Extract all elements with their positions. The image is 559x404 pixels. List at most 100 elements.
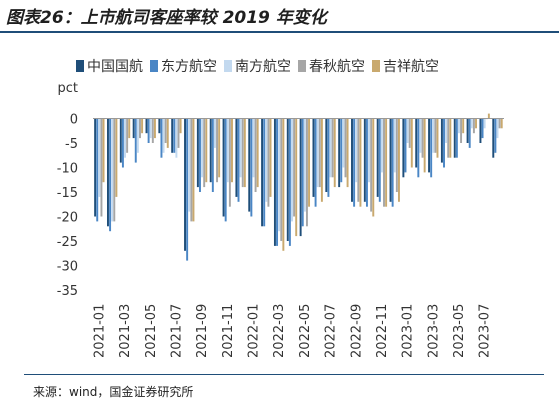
x-tick-label-13: 2023-03 [426,304,441,358]
bar-3-2 [136,118,139,153]
bar-28-1 [455,118,458,158]
bar-12-0 [248,118,251,212]
bar-0-0 [94,118,97,217]
bar-17-4 [320,118,323,202]
x-tick-label-8: 2022-05 [298,304,313,358]
bar-14-1 [276,118,279,246]
bar-20-0 [351,118,353,202]
bar-7-2 [188,118,191,212]
bar-27-1 [443,118,445,168]
y-tick-label-2: -10 [57,162,78,177]
bar-17-1 [314,118,317,207]
bar-4-4 [153,118,156,139]
bar-1-3 [113,118,116,222]
legend-swatch-4 [372,60,380,72]
bar-27-4 [449,118,452,158]
bar-19-2 [342,118,345,168]
bar-9-4 [218,118,221,178]
bar-16-2 [303,118,306,212]
bar-11-3 [241,118,244,188]
bar-11-0 [235,118,238,197]
bar-8-0 [196,118,199,188]
bar-30-0 [479,118,482,143]
bar-15-3 [293,118,296,217]
bar-0-4 [102,118,105,183]
bar-18-3 [331,118,334,178]
bar-10-3 [228,118,231,207]
bar-22-4 [385,118,388,207]
y-tick-label-3: -15 [57,186,78,201]
bar-14-0 [273,118,276,246]
x-tick-label-12: 2023-01 [401,304,416,358]
bar-11-2 [239,118,242,178]
title-rule [0,31,559,33]
bar-2-1 [121,118,124,168]
bar-31-2 [496,118,499,139]
bar-29-3 [472,118,475,134]
legend-swatch-1 [150,60,158,72]
bar-14-4 [282,118,285,251]
bar-23-3 [395,118,398,192]
x-tick-label-1: 2021-03 [118,304,133,358]
bar-18-0 [325,118,328,192]
bar-22-0 [376,118,379,197]
y-tick-label-7: -35 [57,284,78,299]
x-tick-label-15: 2023-07 [478,304,493,358]
bar-1-2 [111,118,114,222]
bar-30-1 [481,118,484,139]
bar-7-4 [192,118,195,222]
bar-16-0 [299,118,302,237]
bar-21-0 [363,118,366,202]
bar-chart: 中国国航 东方航空 南方航空 春秋航空 吉祥航空 pct 0 -5 -10 -15 -20 -25… [57,59,504,358]
bar-14-3 [280,118,283,241]
bar-4-1 [147,118,150,143]
y-axis-label: pct [58,81,79,96]
bar-10-2 [226,118,229,183]
bar-31-1 [494,118,497,153]
bar-18-4 [333,118,336,188]
bar-17-2 [316,118,319,188]
bar-12-3 [254,118,257,192]
legend-swatch-0 [76,60,84,72]
bar-15-4 [295,118,298,237]
bar-13-0 [261,118,264,227]
bar-0-3 [100,118,103,217]
bar-4-3 [151,118,154,143]
bar-5-2 [162,118,165,153]
legend-label-4: 吉祥航空 [383,59,439,75]
bar-21-4 [372,118,375,217]
bar-11-1 [237,118,240,202]
bar-16-3 [305,118,308,227]
bar-6-0 [171,118,174,153]
bar-20-2 [355,118,358,183]
legend: 中国国航 东方航空 南方航空 春秋航空 吉祥航空 [76,59,439,75]
x-tick-label-5: 2021-11 [221,304,236,358]
bar-10-4 [231,118,233,183]
bar-6-1 [173,118,176,153]
bar-30-4 [487,113,490,119]
bar-23-1 [391,118,394,207]
bar-13-2 [265,118,268,202]
bar-17-3 [318,118,321,188]
bar-19-0 [338,118,341,188]
bar-8-2 [201,118,204,178]
bar-29-2 [470,118,473,129]
bar-4-2 [149,118,152,139]
x-axis: 2021-01 2021-03 2021-05 2021-07 2021-09 2021-… [92,304,492,358]
bar-31-3 [498,118,501,129]
bar-2-2 [124,118,126,158]
bar-9-3 [216,118,219,183]
bar-13-3 [267,118,270,207]
bar-24-0 [402,118,405,178]
bar-26-4 [436,118,439,158]
bar-8-1 [199,118,201,192]
bar-3-4 [141,118,144,134]
bar-25-3 [421,118,424,158]
bar-30-2 [483,118,486,129]
bar-12-4 [256,118,259,188]
bar-24-3 [408,118,411,148]
bar-19-1 [340,118,343,183]
bar-9-2 [213,118,216,148]
bar-5-0 [158,118,161,134]
bar-11-4 [243,118,246,188]
